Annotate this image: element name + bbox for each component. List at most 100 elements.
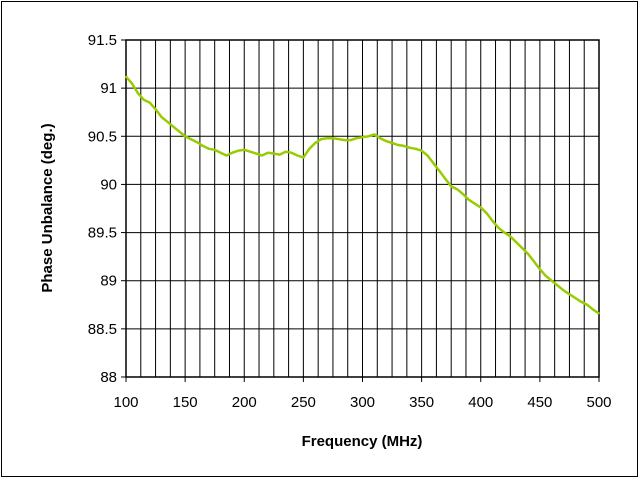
data-point <box>491 220 494 222</box>
data-point <box>184 135 186 138</box>
y-tick-label: 89.5 <box>88 225 117 242</box>
data-point <box>343 139 346 141</box>
data-point <box>273 152 275 155</box>
data-point <box>267 151 269 154</box>
data-point <box>255 152 257 155</box>
x-tick-label: 250 <box>291 394 316 411</box>
x-tick-label: 200 <box>232 394 257 411</box>
data-point <box>142 98 145 101</box>
data-point <box>515 241 518 243</box>
data-point <box>432 162 435 165</box>
data-point <box>320 138 322 140</box>
data-point <box>166 121 169 123</box>
data-point <box>207 148 210 150</box>
data-point <box>172 125 175 128</box>
y-tick-label: 88 <box>100 369 117 386</box>
data-point <box>598 312 600 315</box>
data-point <box>568 293 571 295</box>
x-tick-label: 300 <box>350 394 375 411</box>
data-point <box>426 154 429 157</box>
data-point <box>125 75 127 78</box>
series-group <box>125 75 600 315</box>
axis-ticks: 88 88.5 89 89.5 90 90.5 91 91.5 100 150 200 250 300 3… <box>88 32 612 411</box>
data-point <box>355 137 358 140</box>
data-point <box>485 212 488 215</box>
data-point <box>497 226 500 229</box>
data-point <box>314 142 317 144</box>
data-point <box>533 260 535 263</box>
data-point <box>373 133 376 136</box>
data-point <box>562 289 565 292</box>
x-axis-title: Frequency (MHz) <box>302 433 423 450</box>
data-point <box>403 145 405 147</box>
data-point <box>550 279 553 282</box>
data-point <box>290 151 293 154</box>
data-point <box>148 101 151 104</box>
data-point <box>586 303 588 306</box>
y-tick-label: 91.5 <box>88 32 117 49</box>
data-point <box>379 137 382 140</box>
data-point <box>474 202 476 205</box>
y-tick-label: 90 <box>100 176 117 193</box>
data-point <box>367 135 370 138</box>
data-point <box>397 144 399 146</box>
data-point <box>544 275 547 277</box>
data-point <box>468 199 470 201</box>
data-point <box>539 268 541 270</box>
data-point <box>137 92 139 94</box>
y-tick-label: 91 <box>100 80 117 97</box>
data-point <box>574 297 577 299</box>
data-point <box>592 308 594 311</box>
data-point <box>202 145 204 147</box>
data-point <box>154 108 157 111</box>
y-tick-label: 88.5 <box>88 321 117 338</box>
data-point <box>361 136 364 139</box>
data-point <box>261 154 263 157</box>
grid-lines <box>125 39 600 378</box>
data-point <box>219 151 222 154</box>
x-tick-label: 350 <box>409 394 434 411</box>
x-tick-label: 450 <box>527 394 552 411</box>
data-point <box>556 284 559 287</box>
data-point <box>278 153 281 156</box>
data-point <box>131 82 133 85</box>
data-point <box>296 154 299 157</box>
data-point <box>479 206 482 209</box>
data-point <box>249 150 251 153</box>
data-point <box>243 148 246 151</box>
data-point <box>196 141 198 143</box>
data-point <box>580 301 583 303</box>
data-point <box>414 148 417 150</box>
y-axis-title: Phase Unbalance (deg.) <box>39 123 56 292</box>
data-point <box>326 137 328 140</box>
data-point <box>462 193 464 195</box>
data-point <box>456 188 458 191</box>
data-point <box>237 149 240 152</box>
data-point <box>503 231 506 234</box>
data-point <box>444 177 447 180</box>
data-point <box>178 130 181 133</box>
data-point <box>391 142 393 144</box>
data-point <box>527 252 529 255</box>
x-tick-label: 100 <box>113 394 138 411</box>
data-point <box>190 138 192 140</box>
data-point <box>349 139 352 141</box>
data-point <box>308 148 311 150</box>
data-point <box>409 147 411 149</box>
data-point <box>450 185 452 188</box>
data-point <box>284 150 287 153</box>
data-point <box>332 137 334 140</box>
y-tick-label: 90.5 <box>88 128 117 145</box>
data-point <box>420 149 423 152</box>
x-tick-label: 400 <box>468 394 493 411</box>
data-point <box>521 247 523 249</box>
data-point <box>160 116 163 118</box>
y-tick-label: 89 <box>100 273 117 290</box>
data-point <box>385 140 387 142</box>
data-point <box>225 154 228 157</box>
data-point <box>213 148 216 151</box>
data-point <box>302 156 305 159</box>
x-tick-label: 500 <box>586 394 611 411</box>
data-point <box>231 151 234 154</box>
